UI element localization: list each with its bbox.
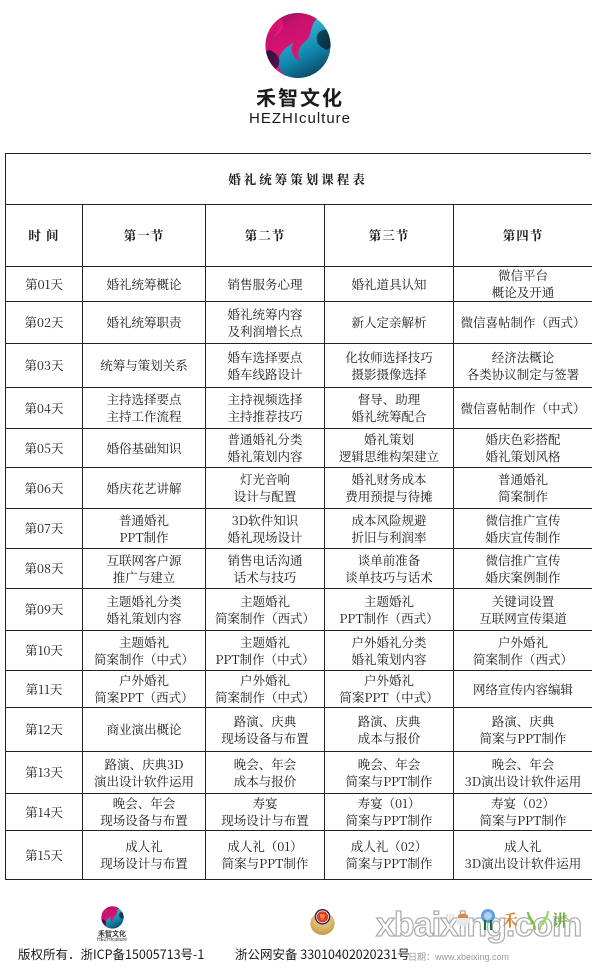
svg-text:讲: 讲 [552, 908, 568, 931]
svg-text:警: 警 [320, 913, 326, 921]
svg-text:禾: 禾 [502, 908, 518, 931]
